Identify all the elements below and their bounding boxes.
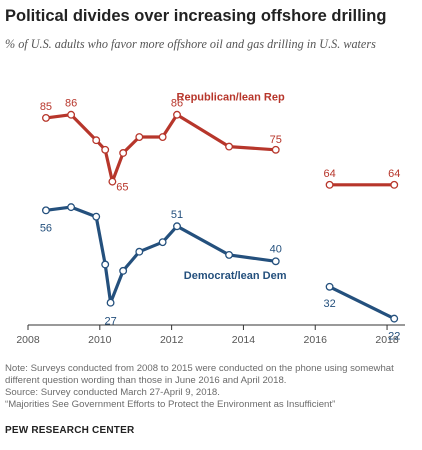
democrat-data-point [158,238,167,247]
report-title-line: “Majorities See Government Efforts to Pr… [5,399,336,410]
democrat-data-label: 56 [40,222,52,234]
republican-series-line [44,113,278,184]
democrat-data-label: 32 [323,298,335,310]
republican-data-point [173,110,181,119]
democrat-data-label: 51 [171,209,183,221]
democrat-data-label: 22 [388,331,400,343]
x-tick-label: 2008 [16,334,40,346]
republican-data-point [119,149,128,157]
republican-data-label: 85 [40,101,52,113]
democrat-data-point [173,222,181,231]
note-line-1: Note: Surveys conducted from 2008 to 201… [5,363,394,374]
democrat-data-point [92,212,101,221]
x-tick-label: 2010 [88,334,112,346]
republican-data-point [325,180,334,189]
democrat-data-label: 27 [104,316,116,328]
republican-data-point [271,145,280,154]
republican-data-label: 64 [388,168,400,180]
democrat-data-point [225,250,234,259]
democrat-series-line [44,205,278,305]
republican-data-point [67,110,76,119]
chart-notes: Note: Surveys conducted from 2008 to 201… [5,363,419,411]
republican-series-label: Republican/lean Rep [177,91,285,103]
democrat-data-point [42,206,50,215]
republican-data-point [92,136,101,145]
democrat-data-label: 40 [270,243,282,255]
republican-data-label: 86 [171,98,183,110]
republican-data-point [158,133,167,141]
republican-data-point [42,113,50,122]
democrat-series-label: Democrat/lean Dem [184,270,287,282]
republican-data-point [108,177,117,186]
democrat-data-point [135,247,144,256]
democrat-data-point [119,266,128,275]
democrat-data-point [271,257,280,266]
x-tick-label: 2014 [232,334,256,346]
x-tick-label: 2018 [375,334,399,346]
democrat-data-point [390,314,399,323]
republican-data-point [135,133,144,141]
republican-data-label: 64 [323,168,335,180]
note-line-2: different question wording than those in… [5,375,287,386]
republican-data-point [225,142,234,151]
republican-data-label: 65 [116,182,128,194]
democrat-data-point [101,260,110,269]
republican-data-label: 86 [65,98,77,110]
republican-data-point [390,180,399,189]
democrat-data-point [106,298,115,307]
x-tick-label: 2012 [160,334,184,346]
republican-data-label: 75 [270,134,282,146]
x-tick-label: 2016 [304,334,328,346]
source-line: Source: Survey conducted March 27-April … [5,387,220,398]
democrat-data-point [67,203,76,212]
brand-logo-text: PEW RESEARCH CENTER [5,425,135,436]
chart-title: Political divides over increasing offsho… [5,7,387,25]
chart-subtitle: % of U.S. adults who favor more offshore… [5,37,376,51]
democrat-series-line [328,285,396,321]
democrat-data-point [325,282,334,291]
republican-data-point [101,145,110,154]
line-chart: 2008 2010 2012 2014 2016 2018 85 86 65 86 75 64 64 Re… [16,91,405,346]
